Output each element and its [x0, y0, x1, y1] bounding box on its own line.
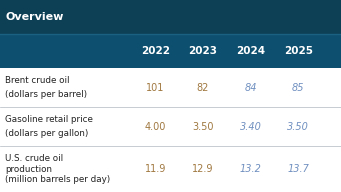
Text: 2024: 2024 [236, 46, 265, 56]
Text: (million barrels per day): (million barrels per day) [5, 175, 110, 184]
Text: 2023: 2023 [188, 46, 218, 56]
Text: Gasoline retail price: Gasoline retail price [5, 115, 93, 124]
Text: 11.9: 11.9 [145, 164, 166, 174]
Text: production: production [5, 165, 52, 174]
Text: 12.9: 12.9 [192, 164, 214, 174]
Bar [0, 34, 341, 68]
Text: (dollars per barrel): (dollars per barrel) [5, 90, 87, 99]
Text: 82: 82 [197, 83, 209, 93]
Text: U.S. crude oil: U.S. crude oil [5, 155, 63, 163]
Text: 13.2: 13.2 [240, 164, 262, 174]
Text: 3.40: 3.40 [240, 122, 262, 132]
Text: Overview: Overview [6, 12, 64, 22]
Text: 3.50: 3.50 [192, 122, 214, 132]
Text: Brent crude oil: Brent crude oil [5, 76, 70, 85]
Text: (dollars per gallon): (dollars per gallon) [5, 129, 89, 138]
Text: 13.7: 13.7 [287, 164, 309, 174]
Text: 84: 84 [244, 83, 257, 93]
Text: 2022: 2022 [140, 46, 170, 56]
Text: 2025: 2025 [284, 46, 313, 56]
Bar [0, 0, 341, 34]
Text: 3.50: 3.50 [287, 122, 309, 132]
Text: 4.00: 4.00 [145, 122, 166, 132]
Text: 101: 101 [146, 83, 164, 93]
Text: 85: 85 [292, 83, 305, 93]
